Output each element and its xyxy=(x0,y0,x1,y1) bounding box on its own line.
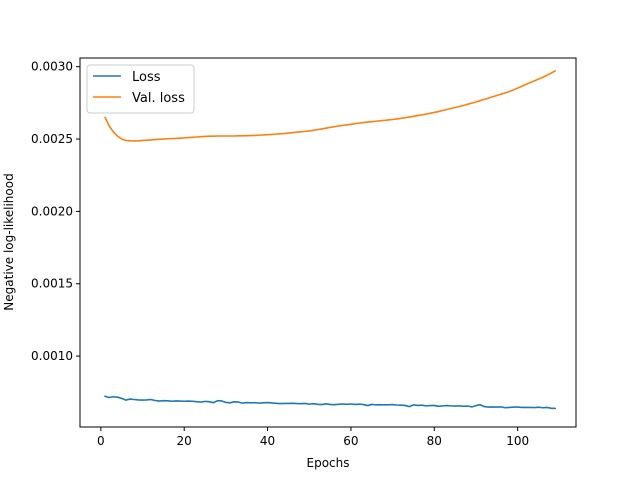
y-tick-label: 0.0010 xyxy=(31,349,73,363)
legend-box xyxy=(86,64,195,114)
y-axis-label: Negative log-likelihood xyxy=(2,173,16,310)
x-tick-label: 100 xyxy=(506,434,529,448)
legend-label-loss: Loss xyxy=(132,70,161,85)
axes-frame xyxy=(79,57,577,428)
x-tick-label: 60 xyxy=(343,434,358,448)
y-axis-ticks: 0.0010 0.0015 0.0020 0.0025 0.0030 xyxy=(31,60,80,363)
y-tick-label: 0.0015 xyxy=(31,277,73,291)
legend-label-val-loss: Val. loss xyxy=(132,91,185,106)
series-layer xyxy=(104,70,556,410)
plot-area xyxy=(79,57,577,428)
series-line-loss xyxy=(104,395,556,410)
x-tick-label: 40 xyxy=(260,434,275,448)
x-tick-label: 20 xyxy=(177,434,192,448)
series-line-val-loss xyxy=(104,70,556,142)
x-axis-label: Epochs xyxy=(307,456,350,470)
x-tick-label: 80 xyxy=(427,434,442,448)
y-tick-label: 0.0030 xyxy=(31,60,73,74)
x-tick-label: 0 xyxy=(97,434,105,448)
legend: Loss Val. loss xyxy=(86,64,195,114)
y-tick-label: 0.0025 xyxy=(31,132,73,146)
x-axis-ticks: 0 20 40 60 80 100 xyxy=(97,427,529,448)
y-tick-label: 0.0020 xyxy=(31,204,73,218)
